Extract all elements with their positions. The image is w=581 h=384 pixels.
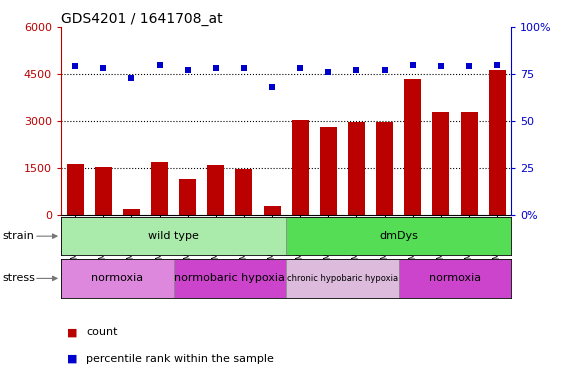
- Bar: [264, 206, 281, 215]
- Text: strain: strain: [3, 231, 35, 241]
- Bar: [399, 259, 511, 298]
- Bar: [286, 217, 511, 255]
- Bar: [404, 79, 421, 215]
- Bar: [292, 120, 309, 215]
- Bar: [286, 259, 399, 298]
- Text: count: count: [86, 327, 117, 337]
- Text: ■: ■: [67, 354, 77, 364]
- Text: normoxia: normoxia: [429, 273, 481, 283]
- Bar: [461, 112, 478, 215]
- Text: normoxia: normoxia: [91, 273, 144, 283]
- Bar: [95, 167, 112, 215]
- Text: wild type: wild type: [148, 231, 199, 241]
- Text: chronic hypobaric hypoxia: chronic hypobaric hypoxia: [287, 274, 398, 283]
- Text: normobaric hypoxia: normobaric hypoxia: [174, 273, 285, 283]
- Text: dmDys: dmDys: [379, 231, 418, 241]
- Bar: [320, 127, 337, 215]
- Bar: [67, 164, 84, 215]
- Text: stress: stress: [3, 273, 36, 283]
- Bar: [123, 209, 140, 215]
- Bar: [235, 169, 252, 215]
- Bar: [61, 259, 174, 298]
- Bar: [207, 166, 224, 215]
- Bar: [432, 112, 449, 215]
- Bar: [489, 70, 505, 215]
- Text: GDS4201 / 1641708_at: GDS4201 / 1641708_at: [61, 12, 223, 26]
- Bar: [376, 122, 393, 215]
- Bar: [151, 162, 168, 215]
- Bar: [348, 122, 365, 215]
- Bar: [174, 259, 286, 298]
- Text: ■: ■: [67, 327, 77, 337]
- Bar: [61, 217, 286, 255]
- Bar: [179, 179, 196, 215]
- Text: percentile rank within the sample: percentile rank within the sample: [86, 354, 274, 364]
